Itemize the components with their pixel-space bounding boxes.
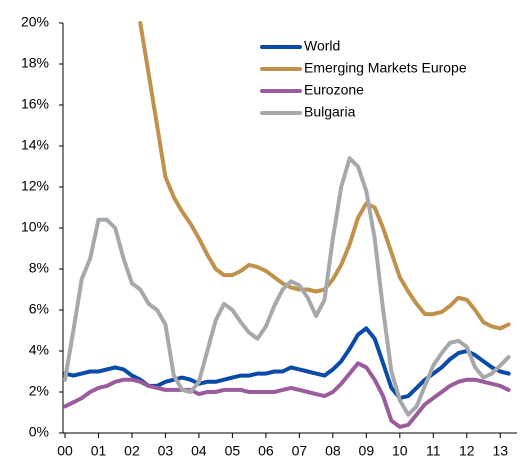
x-tick-label: 04 [191, 443, 207, 459]
legend-label: Emerging Markets Europe [304, 60, 467, 76]
y-tick-label: 6% [29, 301, 49, 317]
x-tick-label: 09 [359, 443, 375, 459]
x-tick-label: 00 [57, 443, 73, 459]
y-tick-label: 2% [29, 383, 49, 399]
x-tick-label: 08 [325, 443, 341, 459]
x-tick-label: 01 [91, 443, 107, 459]
x-tick-label: 02 [124, 443, 140, 459]
y-tick-label: 4% [29, 342, 49, 358]
x-tick-label: 13 [492, 443, 508, 459]
y-tick-label: 8% [29, 260, 49, 276]
x-tick-label: 10 [392, 443, 408, 459]
y-tick-label: 10% [21, 219, 49, 235]
y-tick-label: 12% [21, 178, 49, 194]
x-tick-label: 12 [459, 443, 475, 459]
legend-label: Eurozone [304, 82, 364, 98]
legend-label: Bulgaria [304, 104, 356, 120]
y-tick-label: 18% [21, 55, 49, 71]
x-tick-label: 11 [426, 443, 441, 459]
y-tick-label: 20% [21, 14, 49, 30]
y-tick-label: 16% [21, 96, 49, 112]
legend-label: World [304, 38, 340, 54]
y-tick-label: 0% [29, 424, 49, 440]
x-tick-label: 06 [258, 443, 274, 459]
x-tick-label: 03 [158, 443, 174, 459]
y-tick-label: 14% [21, 137, 49, 153]
x-tick-label: 07 [292, 443, 308, 459]
series-line [63, 156, 511, 417]
series-line [63, 326, 511, 401]
series-line [63, 361, 511, 429]
x-tick-label: 05 [225, 443, 241, 459]
